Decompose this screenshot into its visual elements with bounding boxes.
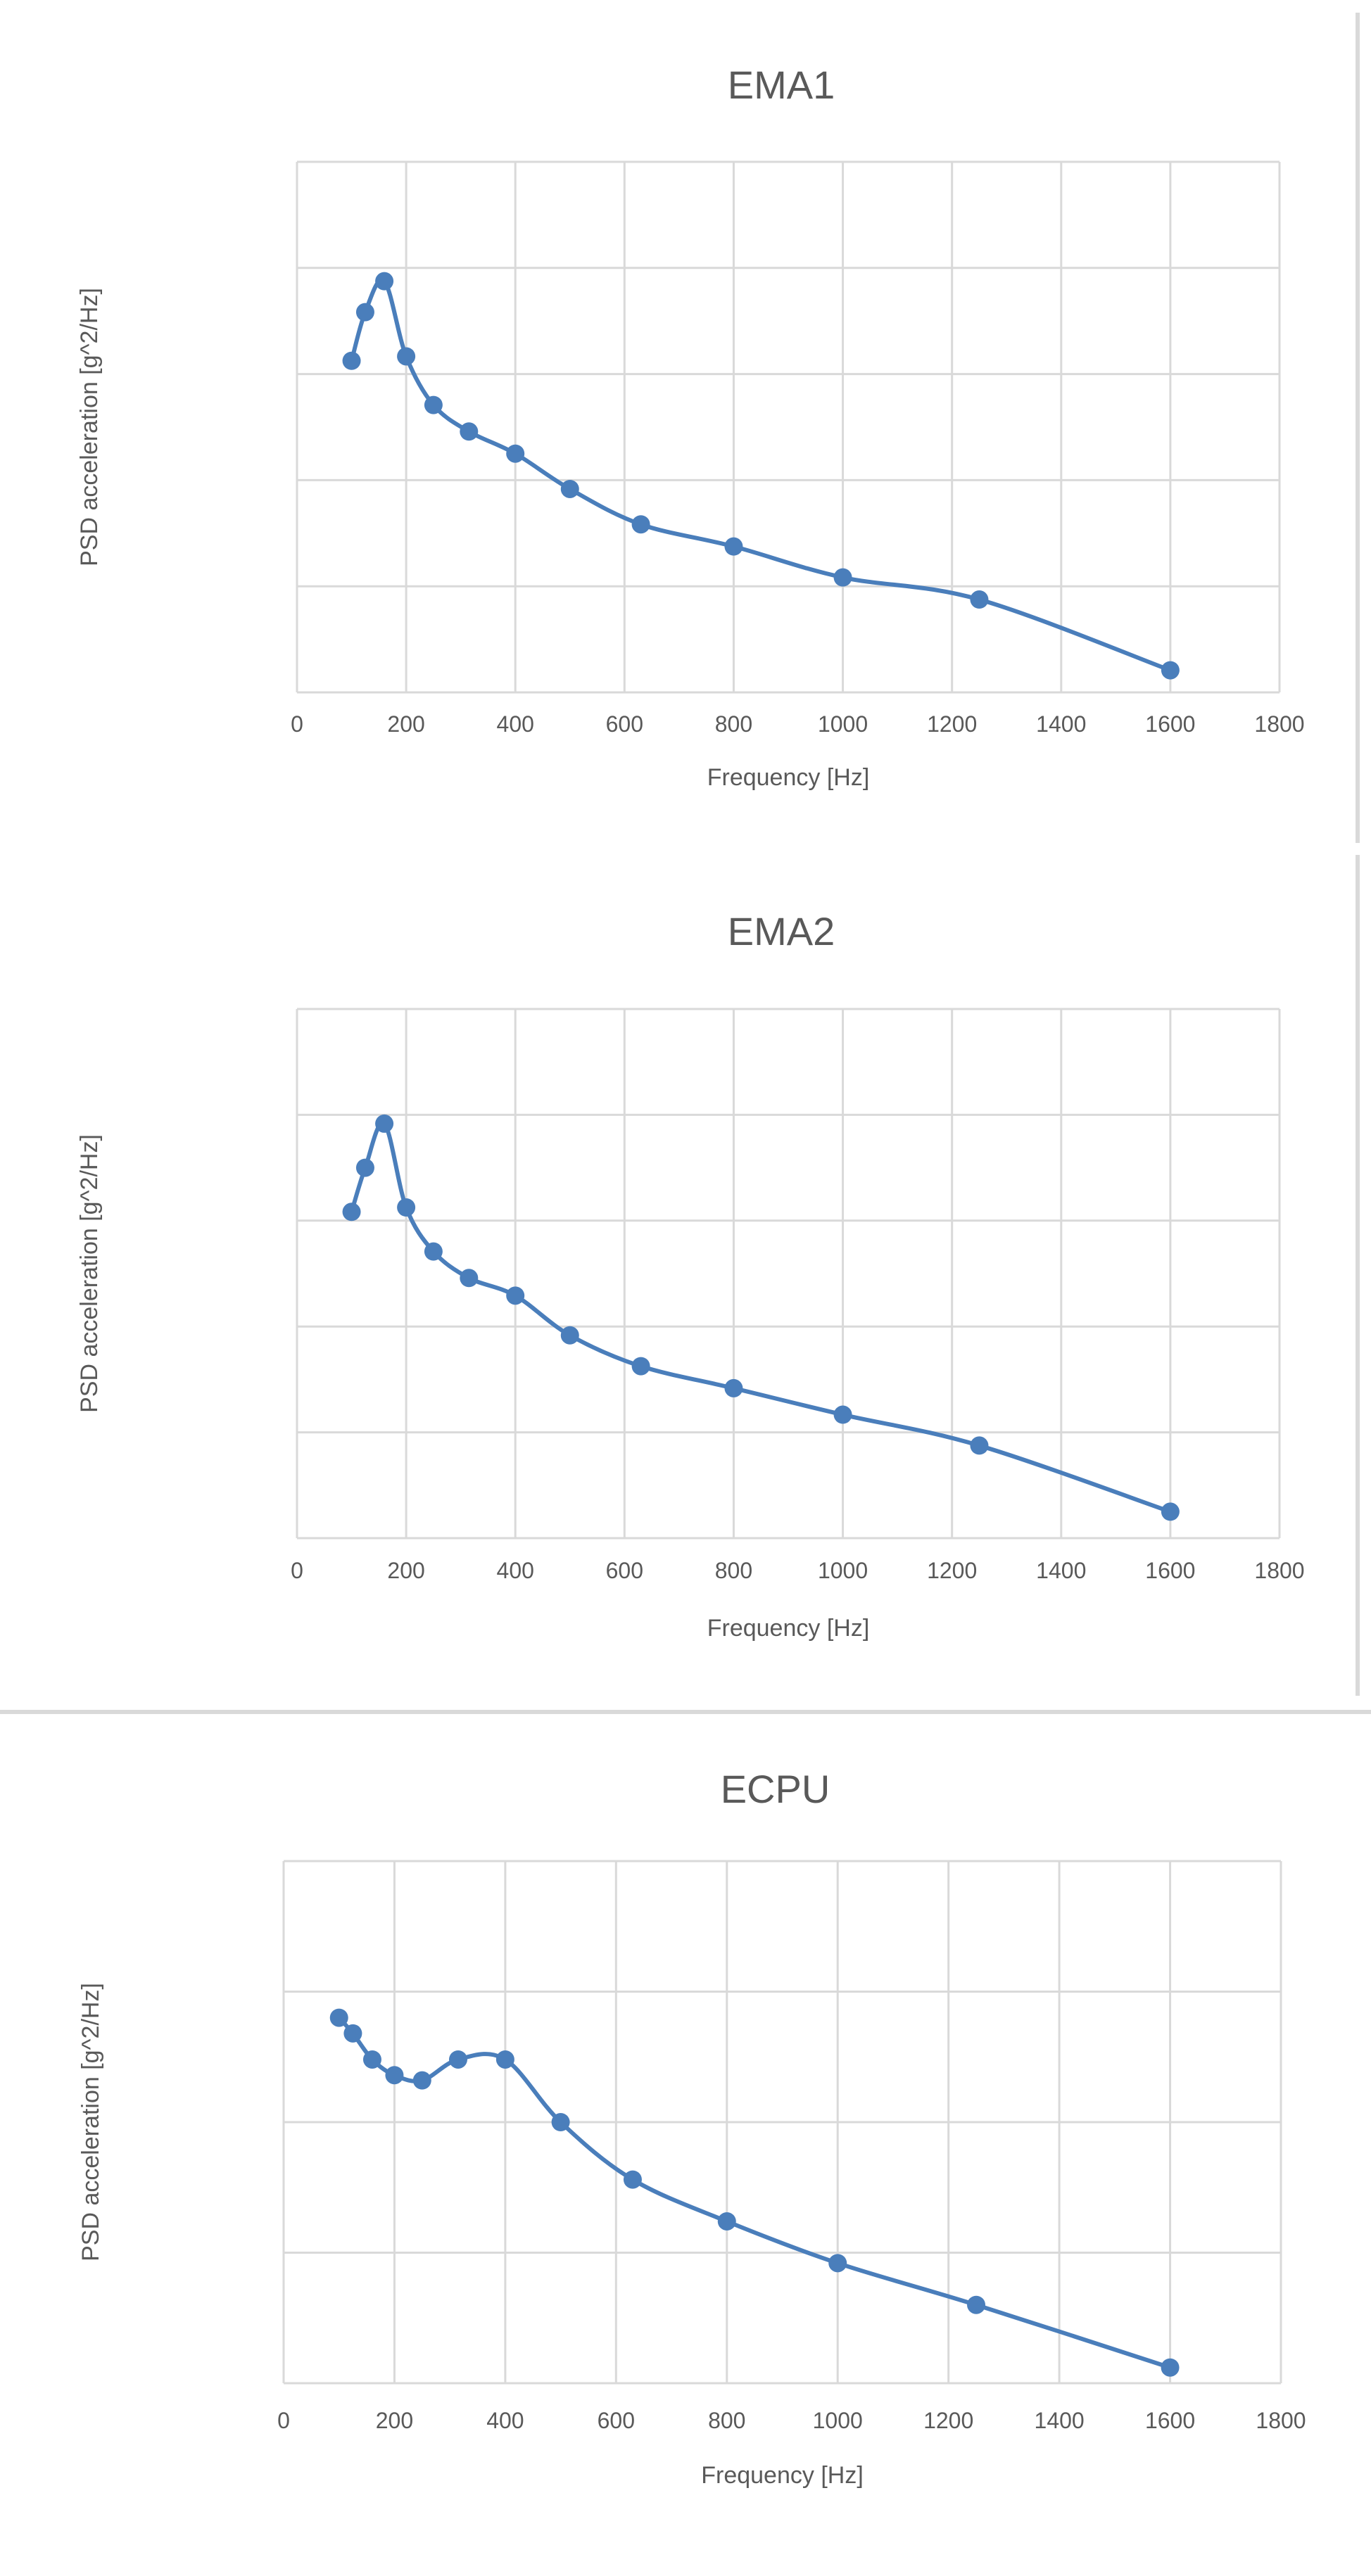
chart-ema1: EMA1 0 200 400 600 800 1000 1200 1400 1600 1800 Fre… xyxy=(76,63,1305,791)
x-tick-label: 0 xyxy=(277,2408,290,2433)
data-point xyxy=(329,2008,348,2027)
data-point xyxy=(551,2113,570,2131)
data-point xyxy=(424,395,443,414)
data-point xyxy=(355,1158,374,1177)
x-tick-label: 1000 xyxy=(813,2408,863,2433)
chart-title-ema2: EMA2 xyxy=(728,909,835,953)
data-point xyxy=(343,2024,362,2043)
x-tick-label: 1800 xyxy=(1254,711,1304,737)
x-tick-label: 1600 xyxy=(1145,1558,1195,1583)
y-axis-label: PSD acceleration [g^2/Hz] xyxy=(77,1983,104,2261)
chart-ema2: EMA2 0 200 400 600 800 1000 1200 1400 1600 1800 Fre… xyxy=(76,909,1305,1642)
chart-panel-ema1: EMA1 0 200 400 600 800 1000 1200 1400 1600 1800 Fre… xyxy=(0,13,1360,843)
data-point xyxy=(828,2254,847,2273)
x-tick-label: 1400 xyxy=(1036,1558,1086,1583)
x-tick-label: 200 xyxy=(387,1558,424,1583)
x-tick-label: 1800 xyxy=(1256,2408,1306,2433)
data-point xyxy=(506,444,525,463)
x-tick-label: 800 xyxy=(715,711,752,737)
data-point xyxy=(506,1286,525,1305)
data-point xyxy=(970,1436,989,1455)
x-tick-label: 800 xyxy=(708,2408,745,2433)
data-point xyxy=(1161,1502,1180,1521)
series-line-ema2 xyxy=(349,1120,1171,1514)
x-tick-label: 0 xyxy=(291,711,303,737)
x-tick-label: 1200 xyxy=(923,2408,973,2433)
x-axis-label: Frequency [Hz] xyxy=(707,764,870,791)
data-point xyxy=(355,303,374,322)
x-tick-label: 1600 xyxy=(1145,2408,1195,2433)
data-point xyxy=(724,537,743,556)
x-tick-label: 1400 xyxy=(1035,2408,1085,2433)
x-tick-label: 400 xyxy=(486,2408,524,2433)
y-axis-label: PSD acceleration [g^2/Hz] xyxy=(76,288,103,566)
data-point xyxy=(342,1203,361,1222)
data-point xyxy=(1161,661,1180,680)
data-point xyxy=(560,479,579,498)
chart-panel-ema2: EMA2 0 200 400 600 800 1000 1200 1400 1600 1800 Fre… xyxy=(0,855,1360,1696)
x-tick-label: 0 xyxy=(291,1558,303,1583)
data-point xyxy=(967,2295,986,2314)
series-line-ecpu xyxy=(337,2016,1171,2370)
x-tick-label: 1200 xyxy=(927,1558,977,1583)
x-tick-label: 600 xyxy=(606,711,643,737)
data-point xyxy=(460,1269,479,1288)
data-point xyxy=(631,515,650,534)
data-point xyxy=(631,1357,650,1376)
data-point xyxy=(560,1326,579,1345)
data-point xyxy=(375,1114,394,1133)
chart-ecpu: ECPU 0 200 400 600 800 1000 1200 1400 1600 1800 Fre… xyxy=(77,1767,1306,2489)
x-tick-label: 600 xyxy=(598,2408,635,2433)
chart-title-ema1: EMA1 xyxy=(728,63,835,107)
data-point xyxy=(362,2050,381,2069)
data-point xyxy=(385,2066,404,2085)
x-tick-label: 400 xyxy=(497,711,534,737)
data-point xyxy=(833,568,852,587)
x-tick-label: 400 xyxy=(497,1558,534,1583)
series-line-ema1 xyxy=(349,277,1171,673)
x-tick-label: 200 xyxy=(387,711,424,737)
data-point xyxy=(397,1198,416,1217)
data-point xyxy=(375,272,394,291)
data-point xyxy=(397,347,416,366)
data-point xyxy=(412,2071,431,2090)
data-point xyxy=(724,1378,743,1397)
x-axis-label: Frequency [Hz] xyxy=(707,1615,870,1642)
data-point xyxy=(717,2212,736,2231)
data-point xyxy=(495,2050,514,2069)
x-tick-label: 1600 xyxy=(1145,711,1195,737)
x-tick-label: 800 xyxy=(715,1558,752,1583)
x-tick-label: 1000 xyxy=(818,1558,868,1583)
data-point xyxy=(342,351,361,370)
x-tick-label: 200 xyxy=(376,2408,413,2433)
data-point xyxy=(1161,2358,1180,2377)
y-axis-label: PSD acceleration [g^2/Hz] xyxy=(76,1134,103,1413)
data-point xyxy=(448,2050,467,2069)
x-tick-label: 1000 xyxy=(818,711,868,737)
data-point xyxy=(460,422,479,441)
chart-panel-ecpu: ECPU 0 200 400 600 800 1000 1200 1400 1600 1800 Fre… xyxy=(0,1710,1371,2572)
data-point xyxy=(424,1242,443,1261)
chart-title-ecpu: ECPU xyxy=(721,1767,830,1811)
x-tick-label: 1800 xyxy=(1254,1558,1304,1583)
x-tick-label: 1200 xyxy=(927,711,977,737)
x-axis-label: Frequency [Hz] xyxy=(701,2462,864,2489)
data-point xyxy=(623,2170,642,2189)
x-tick-label: 600 xyxy=(606,1558,643,1583)
data-point xyxy=(833,1405,852,1424)
data-point xyxy=(970,590,989,609)
x-tick-label: 1400 xyxy=(1036,711,1086,737)
